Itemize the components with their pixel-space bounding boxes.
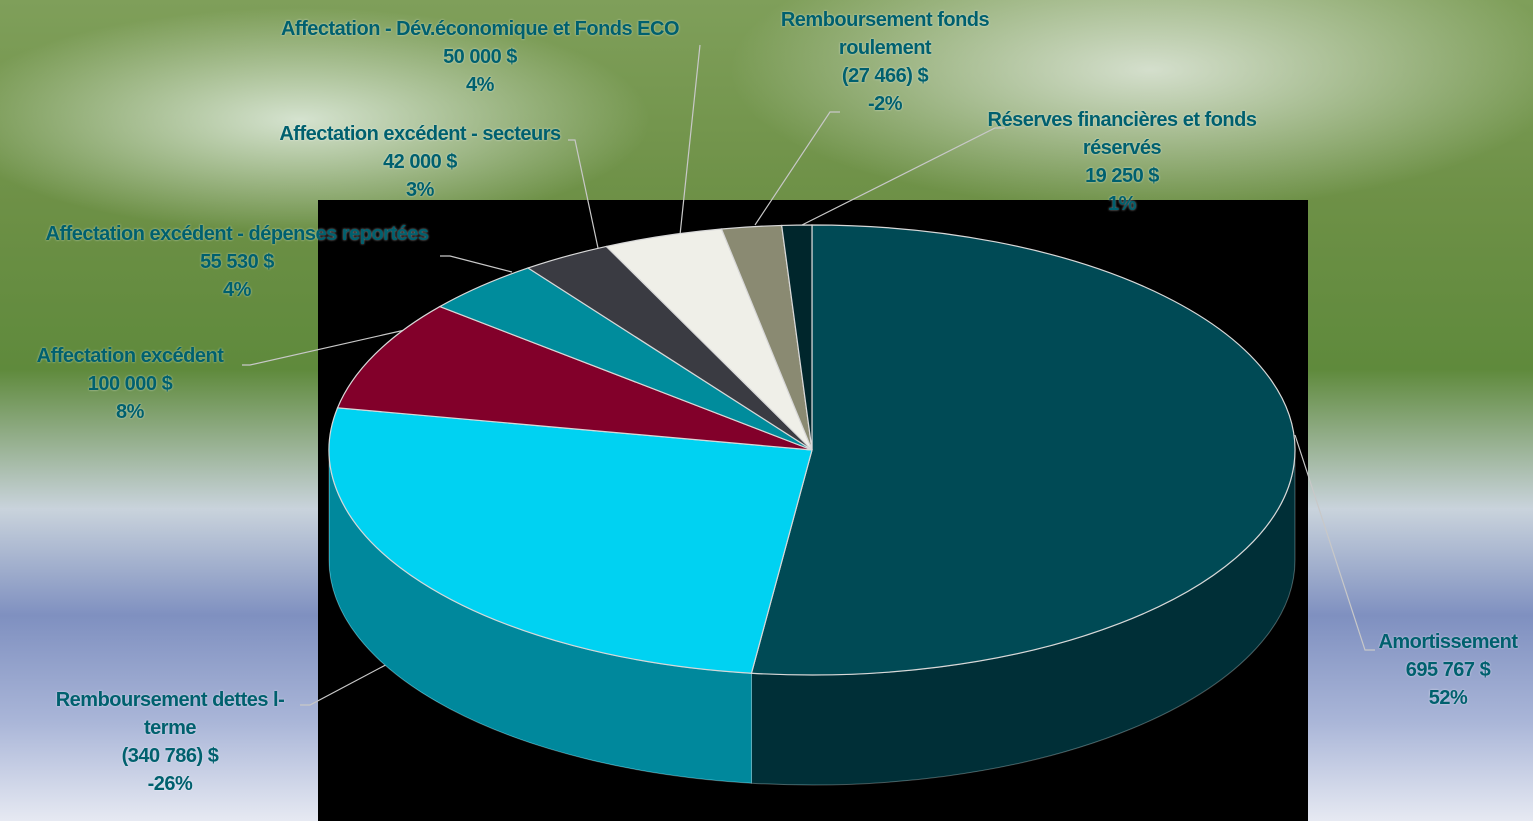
slice [750, 224, 1296, 676]
data-label: Remboursement fonds roulement (27 466) $ -… [755, 6, 1015, 118]
leader-line [754, 111, 840, 226]
label-name: Affectation - Dév.économique et Fonds EC… [280, 18, 680, 40]
data-label: Réserves financières et fonds réservés 19… [987, 106, 1257, 218]
label-name: Remboursement fonds roulement [780, 9, 990, 59]
leader-line [679, 44, 701, 236]
label-percent: 4% [466, 74, 494, 96]
label-percent: 4% [223, 279, 251, 301]
slice [336, 305, 813, 451]
label-name: Affectation excédent - dépenses reportée… [45, 223, 429, 245]
slice [328, 407, 813, 674]
data-label: Remboursement dettes l-terme (340 786) $ -… [35, 686, 305, 798]
leader-line [440, 255, 513, 273]
slice-side [751, 450, 1295, 786]
label-amount: (27 466) $ [841, 65, 929, 87]
slice-side [329, 450, 752, 784]
leader-line [1294, 434, 1375, 651]
label-name: Affectation excédent - secteurs [279, 123, 561, 145]
data-label: Affectation excédent - dépenses reportée… [2, 220, 472, 304]
leader-lines [242, 44, 1375, 706]
label-amount: (340 786) $ [121, 745, 219, 767]
label-percent: -26% [147, 773, 193, 795]
leader-line [568, 139, 599, 249]
data-label: Affectation excédent - secteurs 42 000 $ 3… [240, 120, 600, 204]
label-amount: 695 767 $ [1405, 659, 1491, 681]
leader-line [300, 659, 396, 706]
leader-line [799, 127, 1005, 227]
leader-line [242, 329, 406, 366]
data-label: Amortissement 695 767 $ 52% [1363, 628, 1533, 712]
label-name: Remboursement dettes l-terme [55, 689, 285, 739]
label-percent: 52% [1428, 687, 1468, 709]
label-name: Affectation excédent [36, 345, 224, 367]
data-label: Affectation excédent 100 000 $ 8% [0, 342, 260, 426]
label-amount: 19 250 $ [1085, 165, 1159, 187]
label-percent: 3% [406, 179, 434, 201]
label-name: Amortissement [1378, 631, 1518, 653]
label-amount: 42 000 $ [383, 151, 457, 173]
label-percent: 8% [116, 401, 144, 423]
label-amount: 55 530 $ [200, 251, 274, 273]
label-name: Réserves financières et fonds réservés [987, 109, 1257, 159]
label-percent: -2% [867, 93, 903, 115]
slice [780, 224, 813, 451]
label-amount: 100 000 $ [87, 373, 173, 395]
data-label: Affectation - Dév.économique et Fonds EC… [230, 15, 730, 99]
label-amount: 50 000 $ [443, 46, 517, 68]
label-percent: 1% [1108, 193, 1136, 215]
